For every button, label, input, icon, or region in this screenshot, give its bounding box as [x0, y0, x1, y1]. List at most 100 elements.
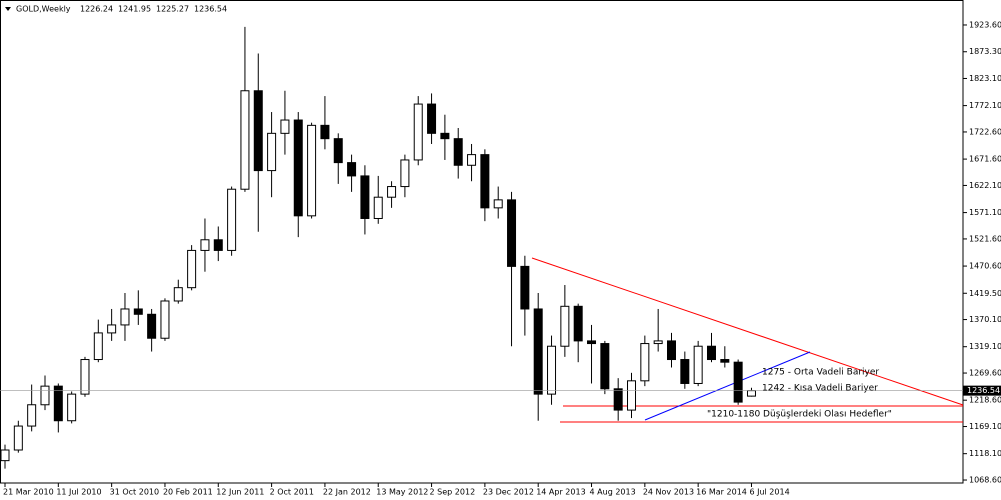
candle-body	[520, 265, 530, 310]
x-tick-label: 12 Jun 2011	[216, 488, 264, 497]
last-price-label: 1236.54	[967, 386, 1000, 395]
candle-body	[120, 308, 130, 326]
y-tick-label: 1923.60	[969, 20, 1001, 29]
candle-body	[746, 390, 756, 397]
x-tick-label: 14 Apr 2013	[536, 488, 585, 497]
x-tick-label: 13 May 2012	[376, 488, 428, 497]
y-tick-label: 1419.50	[969, 289, 1001, 298]
candle-body	[147, 313, 157, 339]
candle-body	[173, 287, 183, 302]
candle-body	[400, 159, 410, 188]
x-tick-label: 4 Aug 2013	[590, 488, 636, 497]
y-tick-label: 1772.10	[969, 101, 1001, 110]
x-tick-label: 2 Sep 2012	[430, 488, 476, 497]
candle-body	[13, 425, 23, 451]
candle-body	[587, 340, 597, 345]
candle-body	[213, 239, 223, 251]
candle-body	[453, 138, 463, 166]
support-trendline	[644, 351, 811, 421]
y-tick-label: 1068.60	[969, 476, 1001, 485]
candle-body	[387, 186, 397, 198]
candle-body	[640, 343, 650, 382]
candle-body	[27, 404, 37, 427]
annotation: 1275 - Orta Vadeli Bariyer	[762, 368, 879, 378]
annotation: 1242 - Kısa Vadeli Bariyer	[762, 384, 878, 394]
last-price-box	[963, 385, 1001, 396]
candle-body	[427, 103, 437, 134]
candle-body	[733, 361, 743, 403]
candle-body	[507, 199, 517, 267]
candle-body	[560, 305, 570, 347]
y-tick-label: 1470.60	[969, 262, 1001, 271]
candle-body	[493, 199, 503, 209]
candle-body	[80, 359, 90, 395]
candle-body	[107, 324, 117, 334]
candle-body	[440, 132, 450, 140]
x-tick-label: 6 Jul 2014	[749, 488, 789, 497]
candle-body	[40, 385, 50, 406]
candle-body	[547, 345, 557, 395]
candle-body	[720, 359, 730, 363]
y-tick-label: 1571.10	[969, 208, 1001, 217]
candle-body	[67, 393, 77, 422]
x-tick-label: 16 Mar 2014	[696, 488, 747, 497]
y-tick-label: 1269.60	[969, 369, 1001, 378]
candle-body	[267, 132, 277, 172]
candle-body	[360, 175, 370, 219]
y-tick-label: 1118.10	[969, 449, 1001, 458]
candle-body	[307, 124, 317, 217]
menu-arrow[interactable]	[5, 7, 11, 11]
candle-body	[293, 119, 303, 217]
candle-body	[0, 449, 10, 462]
x-tick-label: 31 Oct 2010	[110, 488, 159, 497]
candle-body	[280, 119, 290, 134]
x-tick-label: 23 Dec 2012	[483, 488, 534, 497]
y-tick-label: 1722.60	[969, 127, 1001, 136]
chart-title: GOLD,Weekly	[16, 5, 71, 14]
resistance-trendline	[531, 257, 964, 406]
candle-body	[93, 332, 103, 361]
header-value: 1236.54	[194, 5, 227, 14]
y-tick-label: 1823.10	[969, 74, 1001, 83]
x-tick-label: 11 Jul 2010	[56, 488, 101, 497]
candle-body	[187, 249, 197, 289]
candle-body	[373, 196, 383, 219]
candle-body	[600, 343, 610, 390]
x-tick-label: 21 Mar 2010	[3, 488, 54, 497]
candle-body	[573, 305, 583, 342]
annotation: "1210-1180 Düşüşlerdeki Olası Hedefler"	[707, 410, 892, 420]
x-tick-label: 24 Nov 2013	[643, 488, 694, 497]
header-value: 1226.24	[80, 5, 113, 14]
y-tick-label: 1169.10	[969, 422, 1001, 431]
candle-body	[533, 308, 543, 395]
candle-body	[200, 239, 210, 251]
candle-body	[160, 300, 170, 339]
candle-body	[706, 345, 716, 361]
y-tick-label: 1319.10	[969, 342, 1001, 351]
y-tick-label: 1622.10	[969, 181, 1001, 190]
y-tick-label: 1671.60	[969, 155, 1001, 164]
plot-frame	[0, 0, 964, 484]
candle-body	[133, 308, 143, 315]
candle-body	[653, 340, 663, 345]
y-tick-label: 1521.60	[969, 234, 1001, 243]
candle-body	[413, 103, 423, 161]
header-value: 1225.27	[156, 5, 189, 14]
x-tick-label: 22 Jan 2012	[323, 488, 371, 497]
candle-body	[467, 154, 477, 166]
candle-body	[693, 345, 703, 384]
candle-body	[240, 90, 250, 190]
candle-body	[333, 138, 343, 164]
candle-body	[480, 154, 490, 209]
candle-body	[627, 380, 637, 411]
candle-body	[227, 188, 237, 251]
y-tick-label: 1218.60	[969, 396, 1001, 405]
candle-body	[320, 124, 330, 140]
header-value: 1241.95	[118, 5, 151, 14]
candle-body	[253, 90, 263, 172]
candle-body	[613, 388, 623, 411]
candle-body	[347, 162, 357, 177]
x-tick-label: 20 Feb 2011	[163, 488, 213, 497]
candle-body	[680, 359, 690, 384]
